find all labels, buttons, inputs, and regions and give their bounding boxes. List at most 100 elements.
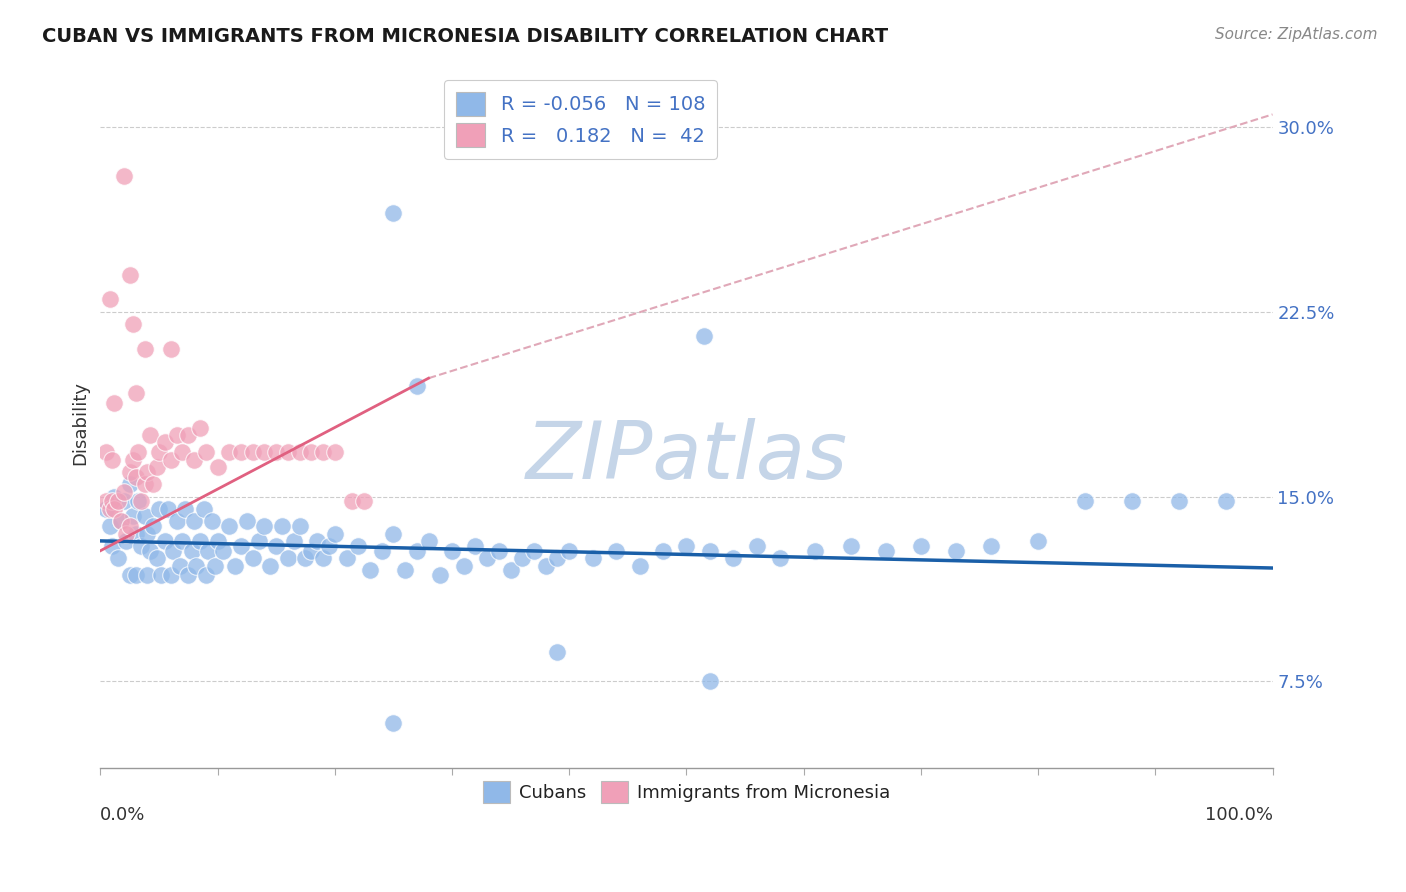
Point [96,445,118,459]
Point [136,526,159,541]
Point [488,543,510,558]
Point [145,459,167,474]
Point [323,445,346,459]
Point [107,494,129,508]
Point [124,526,146,541]
Point [197,543,219,558]
Point [382,716,405,731]
Point [124,470,146,484]
Point [112,484,135,499]
Point [159,568,181,582]
Point [177,568,200,582]
Point [288,519,311,533]
Point [183,514,205,528]
Point [875,543,897,558]
Point [183,452,205,467]
Point [652,543,675,558]
Point [122,509,145,524]
Point [107,551,129,566]
Point [382,206,405,220]
Point [212,543,235,558]
Point [166,428,188,442]
Point [699,674,721,689]
Point [547,645,569,659]
Point [101,539,124,553]
Point [264,445,287,459]
Point [294,551,316,566]
Point [499,564,522,578]
Point [253,445,276,459]
Point [194,445,217,459]
Point [342,494,364,508]
Point [218,519,240,533]
Point [323,526,346,541]
Point [188,420,211,434]
Point [166,514,188,528]
Point [271,519,294,533]
Point [288,445,311,459]
Text: Source: ZipAtlas.com: Source: ZipAtlas.com [1215,27,1378,42]
Point [675,539,697,553]
Y-axis label: Disability: Disability [72,381,89,465]
Point [1167,494,1189,508]
Point [745,539,768,553]
Point [207,459,229,474]
Point [142,477,165,491]
Point [353,494,375,508]
Point [1215,494,1237,508]
Point [512,551,534,566]
Point [103,490,125,504]
Point [839,539,862,553]
Text: CUBAN VS IMMIGRANTS FROM MICRONESIA DISABILITY CORRELATION CHART: CUBAN VS IMMIGRANTS FROM MICRONESIA DISA… [42,27,889,45]
Point [98,519,121,533]
Text: ZIPatlas: ZIPatlas [526,418,848,496]
Point [405,543,427,558]
Point [134,509,156,524]
Point [186,558,208,573]
Point [207,533,229,548]
Point [103,396,125,410]
Text: 0.0%: 0.0% [100,805,146,823]
Point [110,514,132,528]
Point [264,539,287,553]
Point [405,378,427,392]
Point [110,514,132,528]
Point [283,533,305,548]
Point [169,558,191,573]
Point [96,494,118,508]
Point [153,533,176,548]
Point [172,445,194,459]
Point [628,558,651,573]
Point [138,543,160,558]
Point [523,543,546,558]
Point [312,551,335,566]
Point [769,551,792,566]
Point [236,514,259,528]
Point [201,514,224,528]
Point [193,501,215,516]
Point [122,452,145,467]
Point [242,445,264,459]
Point [115,526,138,541]
Point [534,558,557,573]
Point [150,568,173,582]
Point [605,543,627,558]
Point [118,477,141,491]
Point [699,543,721,558]
Point [112,494,135,508]
Point [910,539,932,553]
Point [131,539,153,553]
Point [723,551,745,566]
Point [112,169,135,183]
Point [464,539,486,553]
Point [1074,494,1097,508]
Point [299,543,322,558]
Point [277,445,299,459]
Point [127,445,149,459]
Point [98,293,121,307]
Point [318,539,340,553]
Point [204,558,226,573]
Point [418,533,440,548]
Point [229,445,252,459]
Point [582,551,605,566]
